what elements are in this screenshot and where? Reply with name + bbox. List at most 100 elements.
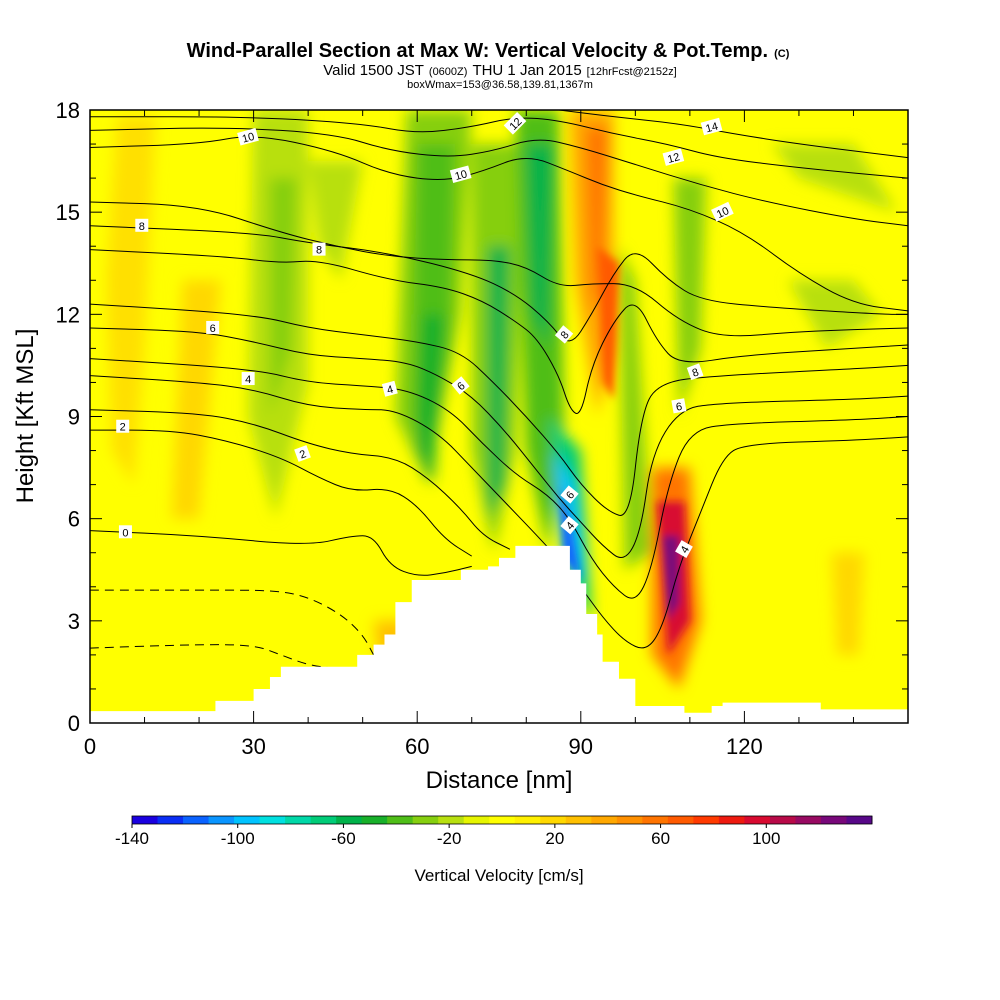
velocity-region [308, 161, 363, 281]
colorbar-swatch [285, 816, 312, 824]
contour-label: 10 [237, 128, 259, 146]
x-tick-label: 90 [569, 734, 593, 759]
colorbar: -140 -100 -60 -20 20 60 100 [115, 815, 873, 848]
contour-label: 6 [671, 398, 687, 414]
contour-label: 10 [449, 165, 472, 183]
colorbar-swatch [208, 816, 235, 824]
colorbar-label: Vertical Velocity [cm/s] [414, 866, 583, 885]
contour-label-bg [671, 398, 687, 414]
colorbar-tick-label: 100 [752, 829, 780, 848]
contour-label-text: 4 [245, 374, 251, 386]
contour-label-bg [118, 525, 132, 539]
subtitle-utc: (0600Z) [429, 66, 468, 78]
contour-label: 2 [116, 419, 130, 434]
theta-contour [90, 358, 908, 599]
copyright-mark: (C) [774, 48, 790, 60]
dashed-contour [90, 589, 375, 656]
theta-contour [90, 429, 472, 557]
contour-label-bg [237, 128, 259, 146]
x-axis: 0 30 60 90 120 [84, 110, 909, 759]
contour-label-text: 6 [675, 401, 683, 414]
colorbar-swatch [412, 816, 439, 824]
x-tick-label: 120 [726, 734, 763, 759]
contour-label-text: 12 [666, 151, 681, 166]
colorbar-swatch [234, 816, 261, 824]
contour-label-text: 8 [139, 221, 145, 233]
velocity-region [597, 246, 619, 400]
colorbar-swatch [438, 816, 465, 824]
colorbar-swatch [642, 816, 669, 824]
contour-label-bg [116, 419, 130, 433]
contour-label: 4 [381, 380, 398, 397]
velocity-region [618, 246, 652, 570]
contour-label: 12 [662, 148, 685, 166]
velocity-region [831, 552, 865, 655]
colorbar-swatch [387, 816, 414, 824]
contour-label: 4 [560, 515, 579, 535]
contour-label-bg [451, 376, 470, 395]
contour-label-bg [560, 485, 579, 504]
contour-label-bg [554, 325, 574, 344]
terrain [90, 545, 908, 723]
velocity-region [673, 178, 707, 417]
colorbar-swatch [744, 816, 771, 824]
colorbar-swatch [489, 816, 516, 824]
colorbar-swatch [565, 816, 592, 824]
contour-label: 6 [451, 376, 470, 395]
colorbar-swatch [667, 816, 694, 824]
contour-label: 2 [294, 445, 311, 462]
y-tick-label: 18 [56, 98, 80, 123]
contour-label: 4 [675, 540, 693, 558]
theta-contour [90, 327, 908, 558]
contour-label-text: 8 [316, 245, 322, 257]
contour-label-bg [206, 320, 220, 334]
y-tick-label: 15 [56, 200, 80, 225]
x-tick-label: 30 [241, 734, 265, 759]
x-tick-label: 60 [405, 734, 429, 759]
contour-label: 8 [312, 242, 326, 257]
theta-contour [90, 530, 472, 576]
contour-label-bg [560, 515, 579, 535]
contour-label: 6 [206, 320, 220, 335]
y-tick-label: 0 [68, 711, 80, 736]
subtitle-date: THU 1 Jan 2015 [472, 62, 581, 79]
theta-contour [90, 116, 908, 179]
contour-label-text: 6 [210, 323, 216, 335]
velocity-region [106, 116, 156, 485]
contour-label: 8 [135, 218, 149, 233]
contour-label-bg [241, 372, 255, 386]
velocity-region [269, 178, 298, 417]
theta-contour [90, 201, 908, 337]
contour-label: 8 [686, 363, 704, 381]
contour-label-bg [700, 117, 723, 136]
colorbar-swatch [693, 816, 720, 824]
chart-subtitle: Valid 1500 JST (0600Z) THU 1 Jan 2015 [12hr… [323, 62, 676, 79]
contour-label-text: 4 [386, 384, 395, 397]
contour-label-text: 2 [120, 422, 126, 434]
contour-label-bg [449, 165, 472, 183]
velocity-region [788, 280, 881, 349]
colorbar-tick-label: -140 [115, 829, 149, 848]
colorbar-swatch [718, 816, 745, 824]
contour-label-bg [381, 380, 398, 397]
y-axis: 0 3 6 9 12 15 18 [56, 98, 908, 736]
colorbar-swatch [616, 816, 643, 824]
colorbar-tick-label: 60 [651, 829, 670, 848]
colorbar-swatch [463, 816, 490, 824]
contour-label-bg [686, 363, 704, 381]
contour-label: 4 [241, 372, 255, 386]
colorbar-swatch [769, 816, 796, 824]
colorbar-swatch [514, 816, 541, 824]
contour-label-bg [312, 242, 326, 256]
colorbar-tick-label: 20 [545, 829, 564, 848]
colorbar-swatch [157, 816, 184, 824]
contour-label: 14 [700, 117, 723, 136]
colorbar-swatch [795, 816, 822, 824]
colorbar-swatch [310, 816, 337, 824]
colorbar-swatch [820, 816, 847, 824]
colorbar-tick-label: -20 [437, 829, 462, 848]
colorbar-swatch [183, 816, 210, 824]
colorbar-tick-label: -100 [221, 829, 255, 848]
